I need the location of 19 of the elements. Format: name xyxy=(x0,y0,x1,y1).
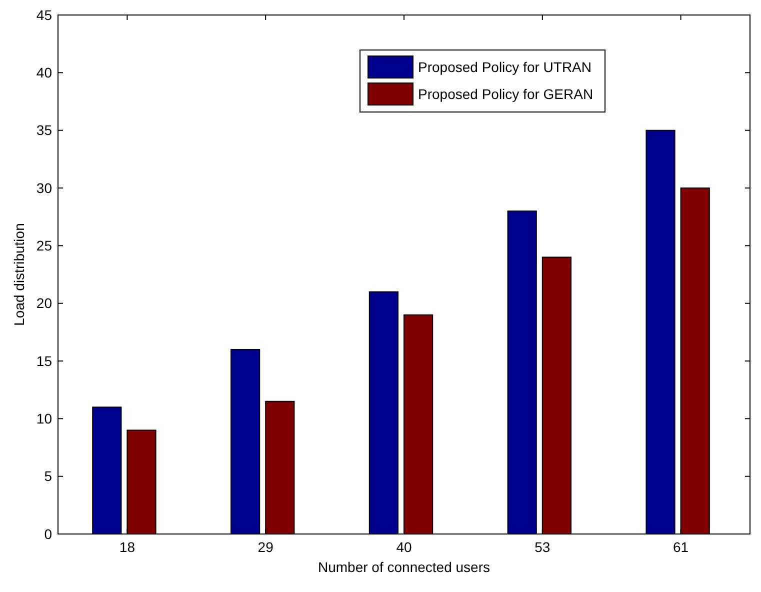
y-tick-label: 15 xyxy=(36,352,52,369)
legend-label: Proposed Policy for UTRAN xyxy=(418,58,592,75)
x-tick-label: 53 xyxy=(534,539,550,555)
x-tick-label: 61 xyxy=(673,539,689,555)
y-tick-label: 10 xyxy=(36,410,52,427)
y-axis-title: Load distribution xyxy=(11,223,27,326)
y-tick-label: 45 xyxy=(36,6,52,23)
y-tick-label: 20 xyxy=(36,295,52,312)
x-tick-label: 40 xyxy=(396,539,412,555)
y-tick-label: 30 xyxy=(36,180,52,196)
x-tick-label: 29 xyxy=(258,539,274,555)
y-tick-label: 0 xyxy=(44,526,52,542)
y-tick-label: 40 xyxy=(36,64,52,81)
y-tick-label: 25 xyxy=(36,238,52,254)
legend-label: Proposed Policy for GERAN xyxy=(418,86,594,102)
x-tick-label: 18 xyxy=(119,539,136,555)
y-tick-label: 35 xyxy=(36,122,52,138)
y-tick-label: 5 xyxy=(44,468,52,484)
x-axis-title: Number of connected users xyxy=(318,559,490,575)
